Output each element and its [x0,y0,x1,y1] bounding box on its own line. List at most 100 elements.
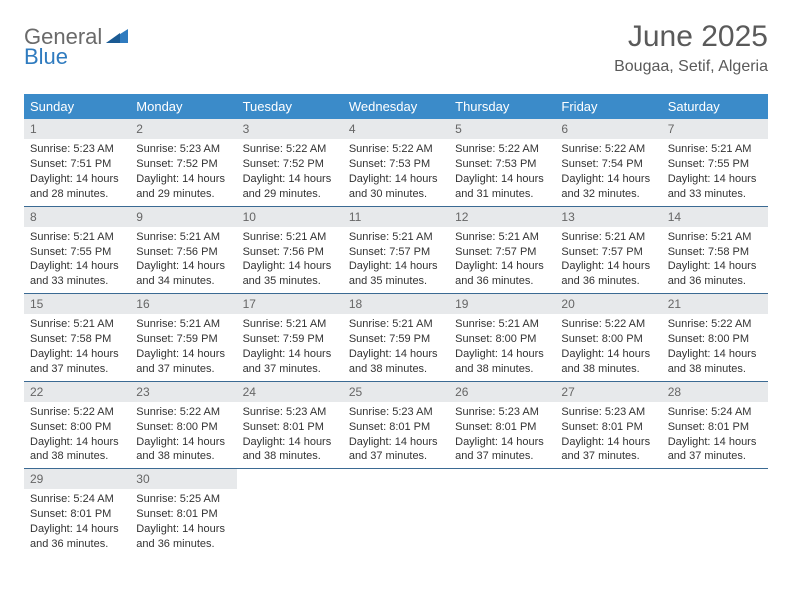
sunset-text: Sunset: 8:00 PM [455,332,549,347]
sunrise-text: Sunrise: 5:21 AM [455,230,549,245]
day-body: Sunrise: 5:25 AMSunset: 8:01 PMDaylight:… [130,489,236,555]
day-number: 18 [343,294,449,314]
day-number: 15 [24,294,130,314]
sunset-text: Sunset: 8:01 PM [349,420,443,435]
sunset-text: Sunset: 7:54 PM [561,157,655,172]
daylight-text: Daylight: 14 hours and 38 minutes. [668,347,762,377]
sunrise-text: Sunrise: 5:24 AM [30,492,124,507]
day-number: 21 [662,294,768,314]
day-number: 4 [343,119,449,139]
calendar-day-cell: 29Sunrise: 5:24 AMSunset: 8:01 PMDayligh… [24,469,130,556]
weekday-header: Thursday [449,94,555,119]
calendar-day-cell: 22Sunrise: 5:22 AMSunset: 8:00 PMDayligh… [24,381,130,469]
sunset-text: Sunset: 7:57 PM [455,245,549,260]
calendar-day-cell: 25Sunrise: 5:23 AMSunset: 8:01 PMDayligh… [343,381,449,469]
sunrise-text: Sunrise: 5:21 AM [455,317,549,332]
day-number: 28 [662,382,768,402]
day-body: Sunrise: 5:22 AMSunset: 8:00 PMDaylight:… [130,402,236,468]
daylight-text: Daylight: 14 hours and 29 minutes. [243,172,337,202]
day-number: 10 [237,207,343,227]
daylight-text: Daylight: 14 hours and 36 minutes. [136,522,230,552]
sunrise-text: Sunrise: 5:22 AM [668,317,762,332]
daylight-text: Daylight: 14 hours and 38 minutes. [136,435,230,465]
daylight-text: Daylight: 14 hours and 31 minutes. [455,172,549,202]
sunset-text: Sunset: 7:53 PM [349,157,443,172]
day-number: 2 [130,119,236,139]
day-body: Sunrise: 5:24 AMSunset: 8:01 PMDaylight:… [662,402,768,468]
day-body: Sunrise: 5:23 AMSunset: 7:51 PMDaylight:… [24,139,130,205]
sunrise-text: Sunrise: 5:23 AM [561,405,655,420]
sunrise-text: Sunrise: 5:21 AM [243,230,337,245]
day-body: Sunrise: 5:21 AMSunset: 7:59 PMDaylight:… [343,314,449,380]
sunset-text: Sunset: 7:55 PM [30,245,124,260]
weekday-header: Wednesday [343,94,449,119]
weekday-header-row: Sunday Monday Tuesday Wednesday Thursday… [24,94,768,119]
sunrise-text: Sunrise: 5:23 AM [136,142,230,157]
day-number: 29 [24,469,130,489]
sunrise-text: Sunrise: 5:22 AM [349,142,443,157]
daylight-text: Daylight: 14 hours and 29 minutes. [136,172,230,202]
daylight-text: Daylight: 14 hours and 35 minutes. [243,259,337,289]
calendar-day-cell: 5Sunrise: 5:22 AMSunset: 7:53 PMDaylight… [449,119,555,206]
sunset-text: Sunset: 7:55 PM [668,157,762,172]
day-number: 16 [130,294,236,314]
sunrise-text: Sunrise: 5:23 AM [30,142,124,157]
daylight-text: Daylight: 14 hours and 37 minutes. [30,347,124,377]
sunrise-text: Sunrise: 5:24 AM [668,405,762,420]
daylight-text: Daylight: 14 hours and 36 minutes. [30,522,124,552]
sunrise-text: Sunrise: 5:22 AM [136,405,230,420]
sunset-text: Sunset: 7:53 PM [455,157,549,172]
sunset-text: Sunset: 8:00 PM [136,420,230,435]
day-number: 3 [237,119,343,139]
calendar-day-cell: 4Sunrise: 5:22 AMSunset: 7:53 PMDaylight… [343,119,449,206]
calendar-week-row: 8Sunrise: 5:21 AMSunset: 7:55 PMDaylight… [24,206,768,294]
sunset-text: Sunset: 8:00 PM [561,332,655,347]
sunset-text: Sunset: 8:00 PM [668,332,762,347]
day-body: Sunrise: 5:21 AMSunset: 7:57 PMDaylight:… [343,227,449,293]
title-block: June 2025 Bougaa, Setif, Algeria [614,20,768,76]
calendar-day-cell [449,469,555,556]
day-body: Sunrise: 5:21 AMSunset: 7:56 PMDaylight:… [130,227,236,293]
sunset-text: Sunset: 7:56 PM [136,245,230,260]
daylight-text: Daylight: 14 hours and 37 minutes. [136,347,230,377]
calendar-day-cell: 13Sunrise: 5:21 AMSunset: 7:57 PMDayligh… [555,206,661,294]
day-number: 6 [555,119,661,139]
day-number: 24 [237,382,343,402]
calendar-day-cell [555,469,661,556]
day-number: 27 [555,382,661,402]
sunset-text: Sunset: 7:52 PM [243,157,337,172]
sunset-text: Sunset: 8:01 PM [30,507,124,522]
calendar-day-cell [237,469,343,556]
day-number: 8 [24,207,130,227]
day-body: Sunrise: 5:22 AMSunset: 7:53 PMDaylight:… [343,139,449,205]
daylight-text: Daylight: 14 hours and 38 minutes. [561,347,655,377]
logo-text-blue: Blue [24,44,68,69]
sunrise-text: Sunrise: 5:22 AM [455,142,549,157]
daylight-text: Daylight: 14 hours and 38 minutes. [30,435,124,465]
day-body: Sunrise: 5:22 AMSunset: 7:52 PMDaylight:… [237,139,343,205]
sunset-text: Sunset: 8:01 PM [668,420,762,435]
day-body: Sunrise: 5:23 AMSunset: 7:52 PMDaylight:… [130,139,236,205]
sunrise-text: Sunrise: 5:22 AM [561,317,655,332]
day-body: Sunrise: 5:24 AMSunset: 8:01 PMDaylight:… [24,489,130,555]
sunset-text: Sunset: 7:58 PM [668,245,762,260]
sunset-text: Sunset: 7:52 PM [136,157,230,172]
sunrise-text: Sunrise: 5:21 AM [668,142,762,157]
sunrise-text: Sunrise: 5:21 AM [30,230,124,245]
sunset-text: Sunset: 7:59 PM [136,332,230,347]
sunrise-text: Sunrise: 5:22 AM [30,405,124,420]
calendar-week-row: 29Sunrise: 5:24 AMSunset: 8:01 PMDayligh… [24,469,768,556]
sunset-text: Sunset: 7:51 PM [30,157,124,172]
calendar-day-cell: 28Sunrise: 5:24 AMSunset: 8:01 PMDayligh… [662,381,768,469]
day-body: Sunrise: 5:22 AMSunset: 8:00 PMDaylight:… [24,402,130,468]
logo-line2: Blue [24,44,68,70]
calendar-day-cell: 3Sunrise: 5:22 AMSunset: 7:52 PMDaylight… [237,119,343,206]
day-body: Sunrise: 5:21 AMSunset: 7:55 PMDaylight:… [24,227,130,293]
daylight-text: Daylight: 14 hours and 36 minutes. [668,259,762,289]
day-number: 30 [130,469,236,489]
daylight-text: Daylight: 14 hours and 35 minutes. [349,259,443,289]
daylight-text: Daylight: 14 hours and 38 minutes. [243,435,337,465]
calendar-day-cell: 8Sunrise: 5:21 AMSunset: 7:55 PMDaylight… [24,206,130,294]
daylight-text: Daylight: 14 hours and 38 minutes. [349,347,443,377]
daylight-text: Daylight: 14 hours and 28 minutes. [30,172,124,202]
